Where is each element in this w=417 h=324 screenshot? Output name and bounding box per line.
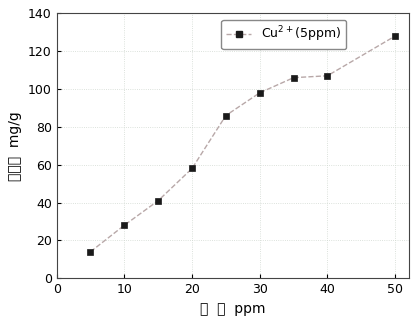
Y-axis label: 吸附量  mg/g: 吸附量 mg/g xyxy=(8,111,23,181)
Legend: Cu$^{2+}$(5ppm): Cu$^{2+}$(5ppm) xyxy=(221,19,347,49)
X-axis label: 浓  度  ppm: 浓 度 ppm xyxy=(200,302,265,316)
